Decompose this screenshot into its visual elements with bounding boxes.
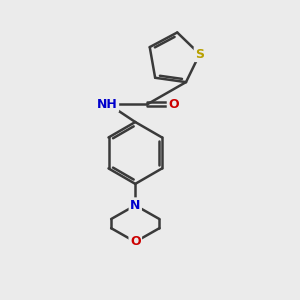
Text: N: N bbox=[130, 199, 140, 212]
Text: O: O bbox=[168, 98, 179, 111]
Text: O: O bbox=[130, 236, 141, 248]
Text: S: S bbox=[195, 48, 204, 61]
Text: NH: NH bbox=[97, 98, 118, 111]
